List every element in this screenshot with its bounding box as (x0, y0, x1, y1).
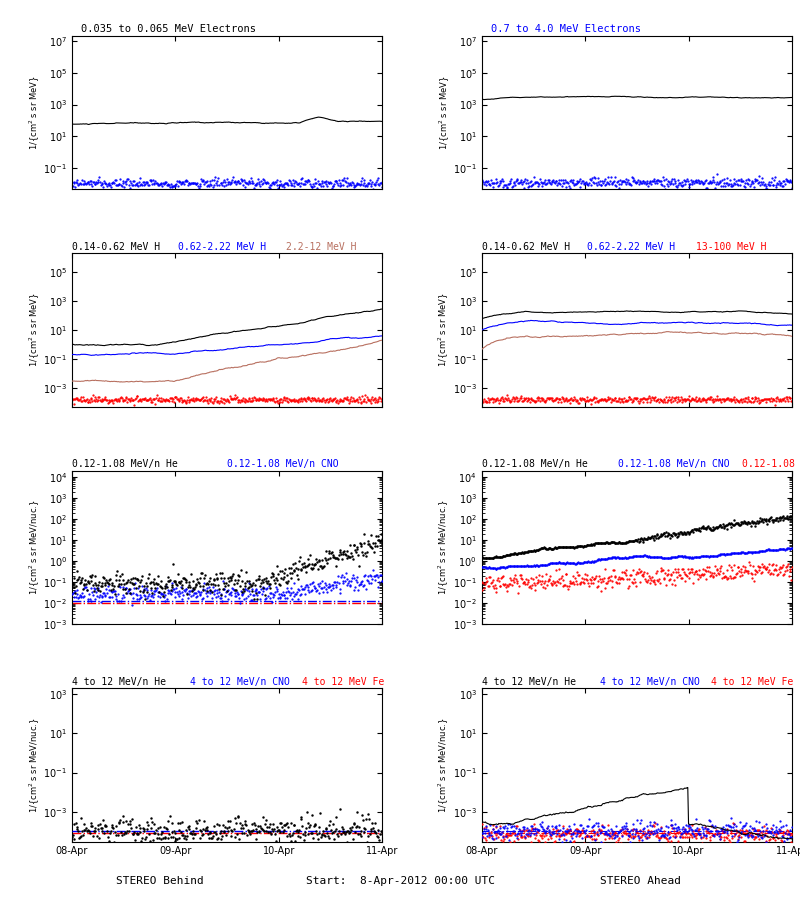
Text: 0.12-1.08 MeV/n He: 0.12-1.08 MeV/n He (482, 459, 587, 470)
Text: 13-100 MeV H: 13-100 MeV H (696, 242, 766, 252)
Text: Start:  8-Apr-2012 00:00 UTC: Start: 8-Apr-2012 00:00 UTC (306, 876, 494, 886)
Y-axis label: $1/\{$cm$^2$ s sr MeV/nuc.$\}$: $1/\{$cm$^2$ s sr MeV/nuc.$\}$ (438, 717, 451, 813)
Text: 0.14-0.62 MeV H: 0.14-0.62 MeV H (482, 242, 570, 252)
Text: 4 to 12 MeV Fe: 4 to 12 MeV Fe (302, 677, 384, 687)
Text: STEREO Ahead: STEREO Ahead (599, 876, 681, 886)
Text: 0.14-0.62 MeV H: 0.14-0.62 MeV H (72, 242, 160, 252)
Y-axis label: $1/\{$cm$^2$ s sr MeV$\}$: $1/\{$cm$^2$ s sr MeV$\}$ (438, 292, 451, 367)
Y-axis label: $1/\{$cm$^2$ s sr MeV/nuc.$\}$: $1/\{$cm$^2$ s sr MeV/nuc.$\}$ (28, 717, 42, 813)
Text: STEREO Behind: STEREO Behind (116, 876, 204, 886)
Text: 4 to 12 MeV/n CNO: 4 to 12 MeV/n CNO (599, 677, 699, 687)
Text: 4 to 12 MeV/n CNO: 4 to 12 MeV/n CNO (190, 677, 290, 687)
Y-axis label: $1/\{$cm$^2$ s sr MeV$\}$: $1/\{$cm$^2$ s sr MeV$\}$ (28, 292, 42, 367)
Text: 0.035 to 0.065 MeV Electrons: 0.035 to 0.065 MeV Electrons (82, 24, 256, 34)
Text: 0.12-1.08 MeV/n He: 0.12-1.08 MeV/n He (72, 459, 178, 470)
Text: 0.62-2.22 MeV H: 0.62-2.22 MeV H (587, 242, 675, 252)
Text: 0.7 to 4.0 MeV Electrons: 0.7 to 4.0 MeV Electrons (491, 24, 641, 34)
Y-axis label: $1/\{$cm$^2$ s sr MeV$\}$: $1/\{$cm$^2$ s sr MeV$\}$ (438, 75, 451, 150)
Text: 0.12-1.08 MeV Fe: 0.12-1.08 MeV Fe (742, 459, 800, 470)
Y-axis label: $1/\{$cm$^2$ s sr MeV/nuc.$\}$: $1/\{$cm$^2$ s sr MeV/nuc.$\}$ (438, 500, 451, 595)
Text: 2.2-12 MeV H: 2.2-12 MeV H (286, 242, 357, 252)
Text: 4 to 12 MeV/n He: 4 to 12 MeV/n He (482, 677, 576, 687)
Y-axis label: $1/\{$cm$^2$ s sr MeV/nuc.$\}$: $1/\{$cm$^2$ s sr MeV/nuc.$\}$ (28, 500, 42, 595)
Text: 0.12-1.08 MeV/n CNO: 0.12-1.08 MeV/n CNO (227, 459, 338, 470)
Text: 4 to 12 MeV/n He: 4 to 12 MeV/n He (72, 677, 166, 687)
Text: 4 to 12 MeV Fe: 4 to 12 MeV Fe (711, 677, 794, 687)
Text: 0.62-2.22 MeV H: 0.62-2.22 MeV H (178, 242, 266, 252)
Text: 0.12-1.08 MeV/n CNO: 0.12-1.08 MeV/n CNO (618, 459, 730, 470)
Y-axis label: $1/\{$cm$^2$ s sr MeV$\}$: $1/\{$cm$^2$ s sr MeV$\}$ (28, 75, 42, 150)
